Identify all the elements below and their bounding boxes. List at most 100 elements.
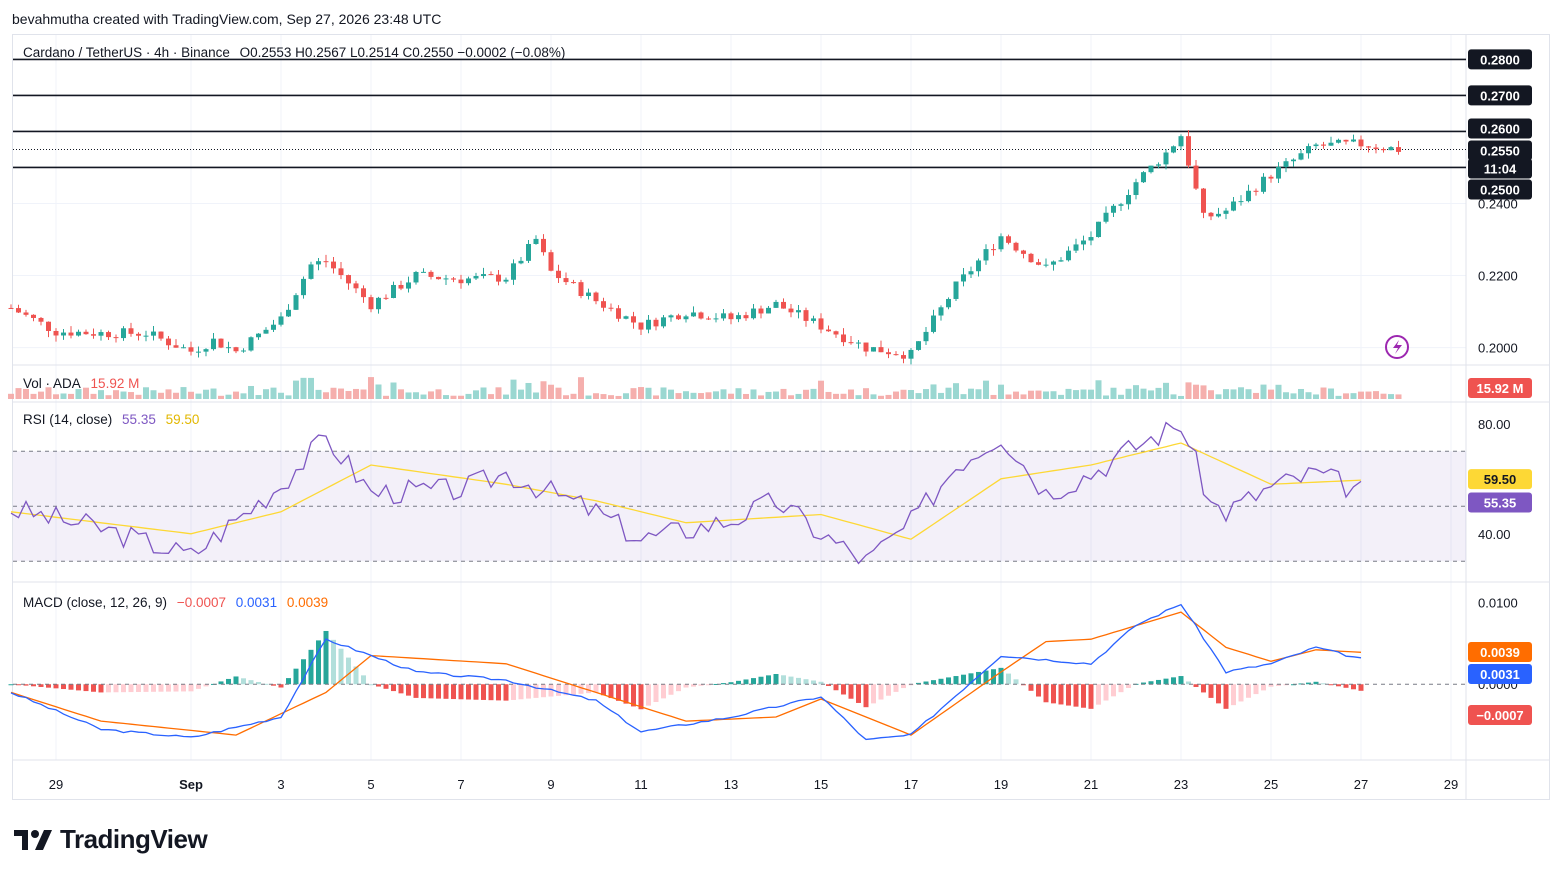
- macd-histogram-bar: [983, 670, 989, 685]
- macd-histogram-bar: [1246, 684, 1251, 698]
- candle: [773, 301, 779, 308]
- price-tick-label: 0.2400: [1478, 197, 1518, 212]
- candle: [263, 329, 269, 334]
- volume-bar: [90, 393, 97, 399]
- volume-badge-bg: [1468, 378, 1532, 398]
- volume-bar: [540, 381, 547, 399]
- volume-bar: [390, 382, 397, 399]
- volume-bar: [503, 394, 509, 399]
- volume-bar: [968, 388, 974, 399]
- x-tick-label: 27: [1354, 777, 1368, 792]
- volume-bar: [615, 395, 622, 399]
- candle: [593, 292, 599, 302]
- volume-bar: [1103, 395, 1109, 399]
- macd-histogram-bar: [173, 684, 179, 692]
- volume-bar: [998, 384, 1004, 399]
- candle: [683, 316, 689, 320]
- candle: [1381, 149, 1386, 151]
- chart-frame[interactable]: [12, 34, 1550, 800]
- volume-bar: [600, 394, 607, 399]
- volume-bar: [15, 388, 22, 399]
- macd-histogram-bar: [286, 678, 291, 685]
- volume-bar: [188, 391, 194, 399]
- macd-histogram-bar: [1148, 681, 1154, 685]
- candle: [376, 297, 381, 310]
- volume-bar: [585, 395, 592, 399]
- candle: [788, 308, 794, 313]
- macd-histogram-bar: [871, 684, 876, 704]
- macd-histogram-bar: [511, 684, 516, 700]
- tradingview-logo: TradingView: [14, 824, 208, 855]
- macd-histogram-bar: [38, 684, 44, 687]
- x-tick-label: 15: [814, 777, 828, 792]
- candle: [541, 238, 546, 253]
- macd-histogram-bar: [556, 684, 561, 696]
- macd-hist-value: −0.0007: [176, 595, 227, 610]
- ohlc-values: O0.2553 H0.2567 L0.2514 C0.2550 −0.0002 …: [239, 45, 566, 60]
- candle: [226, 347, 231, 349]
- macd-histogram-bar: [1231, 684, 1236, 706]
- macd-signal-badge: 0.0039: [1480, 645, 1520, 660]
- candle: [1298, 153, 1304, 160]
- macd-histogram-bar: [676, 684, 681, 692]
- candle: [451, 278, 456, 280]
- volume-bar: [1140, 388, 1147, 399]
- rsi-tick-label: 40.00: [1478, 527, 1511, 542]
- volume-bar: [1148, 390, 1154, 399]
- macd-histogram-bar: [1081, 684, 1086, 708]
- volume-bar: [428, 391, 434, 399]
- macd-histogram-bar: [1156, 679, 1161, 685]
- macd-histogram-bar: [728, 682, 734, 685]
- volume-bar: [398, 389, 404, 399]
- volume-bar: [908, 390, 914, 399]
- macd-histogram-bar: [383, 684, 389, 689]
- candle: [31, 314, 36, 318]
- macd-histogram-bar: [961, 674, 966, 685]
- macd-histogram-bar: [1013, 679, 1019, 685]
- candle: [1073, 244, 1079, 251]
- volume-bar: [143, 387, 149, 399]
- macd-histogram-bar: [526, 684, 531, 699]
- volume-bar: [750, 389, 757, 399]
- macd-histogram-bar: [233, 676, 239, 685]
- volume-bar: [1238, 387, 1244, 399]
- candle: [938, 307, 944, 316]
- macd-histogram-bar: [706, 684, 711, 686]
- volume-bar: [330, 387, 337, 399]
- macd-histogram-bar: [1253, 684, 1259, 695]
- candle: [1163, 152, 1169, 165]
- candle: [1193, 165, 1199, 189]
- volume-bar: [203, 389, 209, 399]
- volume-bar: [1215, 394, 1222, 399]
- candle: [436, 276, 441, 280]
- volume-bar: [158, 392, 164, 399]
- volume-bar: [683, 391, 689, 399]
- candle: [158, 331, 164, 339]
- macd-histogram-bar: [316, 640, 321, 685]
- volume-bar: [368, 377, 374, 399]
- macd-histogram-bar: [953, 676, 959, 685]
- candle: [556, 270, 561, 279]
- candle: [826, 329, 831, 332]
- volume-bar: [533, 392, 539, 399]
- volume-bar: [1080, 389, 1087, 399]
- volume-bar: [248, 385, 254, 399]
- candle: [1321, 144, 1326, 146]
- macd-label: MACD (close, 12, 26, 9): [23, 595, 168, 610]
- candle: [1148, 165, 1154, 173]
- candle: [796, 310, 801, 313]
- candle: [211, 338, 216, 350]
- macd-histogram-bar: [1066, 684, 1071, 706]
- volume-bar: [375, 384, 382, 399]
- macd-histogram-bar: [1268, 684, 1274, 687]
- macd-signal-value: 0.0039: [286, 595, 329, 610]
- candle: [946, 298, 951, 308]
- volume-bar: [413, 392, 419, 399]
- volume-bar: [555, 387, 562, 399]
- candle: [653, 319, 659, 327]
- volume-bar: [893, 391, 899, 399]
- price-tick-label: 0.2000: [1478, 341, 1518, 356]
- candle: [496, 274, 501, 282]
- candle: [1291, 159, 1296, 162]
